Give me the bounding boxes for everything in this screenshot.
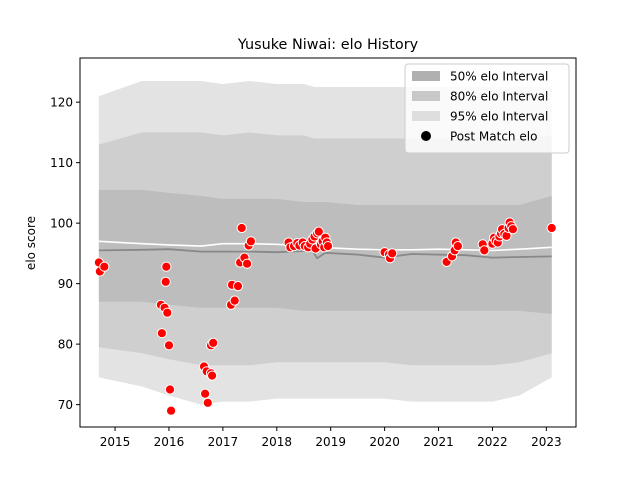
legend-swatch (412, 71, 440, 81)
legend-label: Post Match elo (450, 130, 537, 144)
post-match-point (229, 295, 240, 306)
post-match-point (208, 337, 219, 348)
post-match-point (232, 281, 244, 292)
y-tick-label: 80 (58, 338, 73, 352)
post-match-point (163, 340, 175, 351)
x-tick-label: 2018 (262, 435, 293, 449)
y-tick-label: 100 (50, 217, 73, 231)
post-match-point (162, 307, 173, 318)
y-axis-label: elo score (24, 216, 38, 270)
y-tick-label: 70 (58, 398, 73, 412)
post-match-point (313, 226, 324, 237)
post-match-point (200, 388, 211, 399)
post-match-point (245, 236, 256, 247)
legend-label: 50% elo Interval (450, 70, 548, 84)
legend-swatch (412, 111, 440, 121)
post-match-point (236, 222, 247, 234)
x-tick-label: 2016 (154, 435, 185, 449)
post-match-point (207, 370, 218, 381)
post-match-point (99, 261, 110, 272)
legend-swatch (412, 91, 440, 101)
y-axis: 70 80 90 100 110 120 (50, 96, 80, 412)
mean-elo-line (98, 248, 552, 260)
post-match-point (202, 397, 213, 408)
chart-title: Yusuke Niwai: elo History (237, 37, 419, 53)
legend-box (404, 63, 570, 154)
x-axis: 2015 2016 2017 2018 2019 2020 2021 2022 2023 (100, 427, 562, 449)
y-tick-label: 110 (50, 156, 73, 170)
x-tick-label: 2021 (423, 435, 454, 449)
plot-area (93, 81, 557, 416)
x-tick-label: 2019 (315, 435, 346, 449)
post-match-point (546, 222, 557, 234)
post-match-point (164, 384, 176, 395)
post-match-point (242, 258, 253, 269)
legend-label: 80% elo Interval (450, 90, 548, 104)
x-tick-label: 2022 (477, 435, 508, 449)
post-match-point (387, 248, 398, 259)
post-match-point (166, 405, 177, 416)
axes-frame (79, 57, 577, 428)
post-match-point (507, 224, 519, 235)
post-match-point (322, 241, 334, 252)
x-tick-label: 2020 (369, 435, 400, 449)
post-match-point (452, 241, 463, 252)
y-tick-label: 120 (50, 96, 73, 110)
post-match-point (160, 276, 171, 287)
x-tick-label: 2015 (100, 435, 131, 449)
post-match-point (156, 328, 167, 339)
legend: 50% elo Interval 80% elo Interval 95% elo … (404, 63, 570, 154)
legend-label: 95% elo Interval (450, 110, 548, 124)
post-match-point (161, 261, 172, 272)
x-tick-label: 2017 (208, 435, 239, 449)
y-tick-label: 90 (58, 277, 73, 291)
post-match-point (479, 245, 490, 256)
x-tick-label: 2023 (531, 435, 562, 449)
legend-marker (421, 131, 431, 141)
